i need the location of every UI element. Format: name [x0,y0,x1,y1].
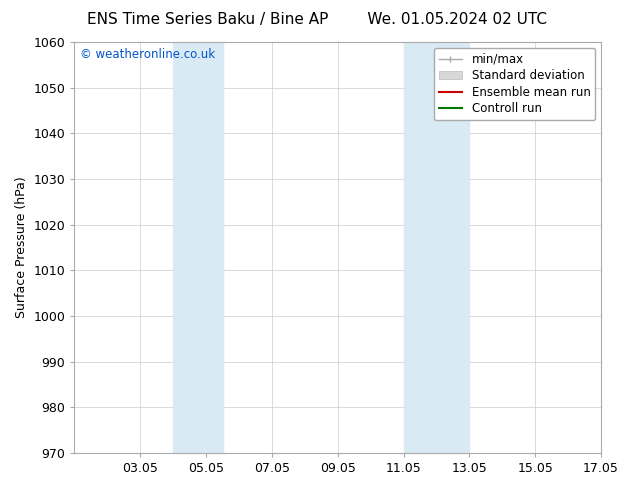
Legend: min/max, Standard deviation, Ensemble mean run, Controll run: min/max, Standard deviation, Ensemble me… [434,48,595,120]
Y-axis label: Surface Pressure (hPa): Surface Pressure (hPa) [15,176,28,318]
Bar [173,42,223,453]
Bar [404,42,469,453]
Text: ENS Time Series Baku / Bine AP        We. 01.05.2024 02 UTC: ENS Time Series Baku / Bine AP We. 01.05… [87,12,547,27]
Text: © weatheronline.co.uk: © weatheronline.co.uk [80,48,215,61]
